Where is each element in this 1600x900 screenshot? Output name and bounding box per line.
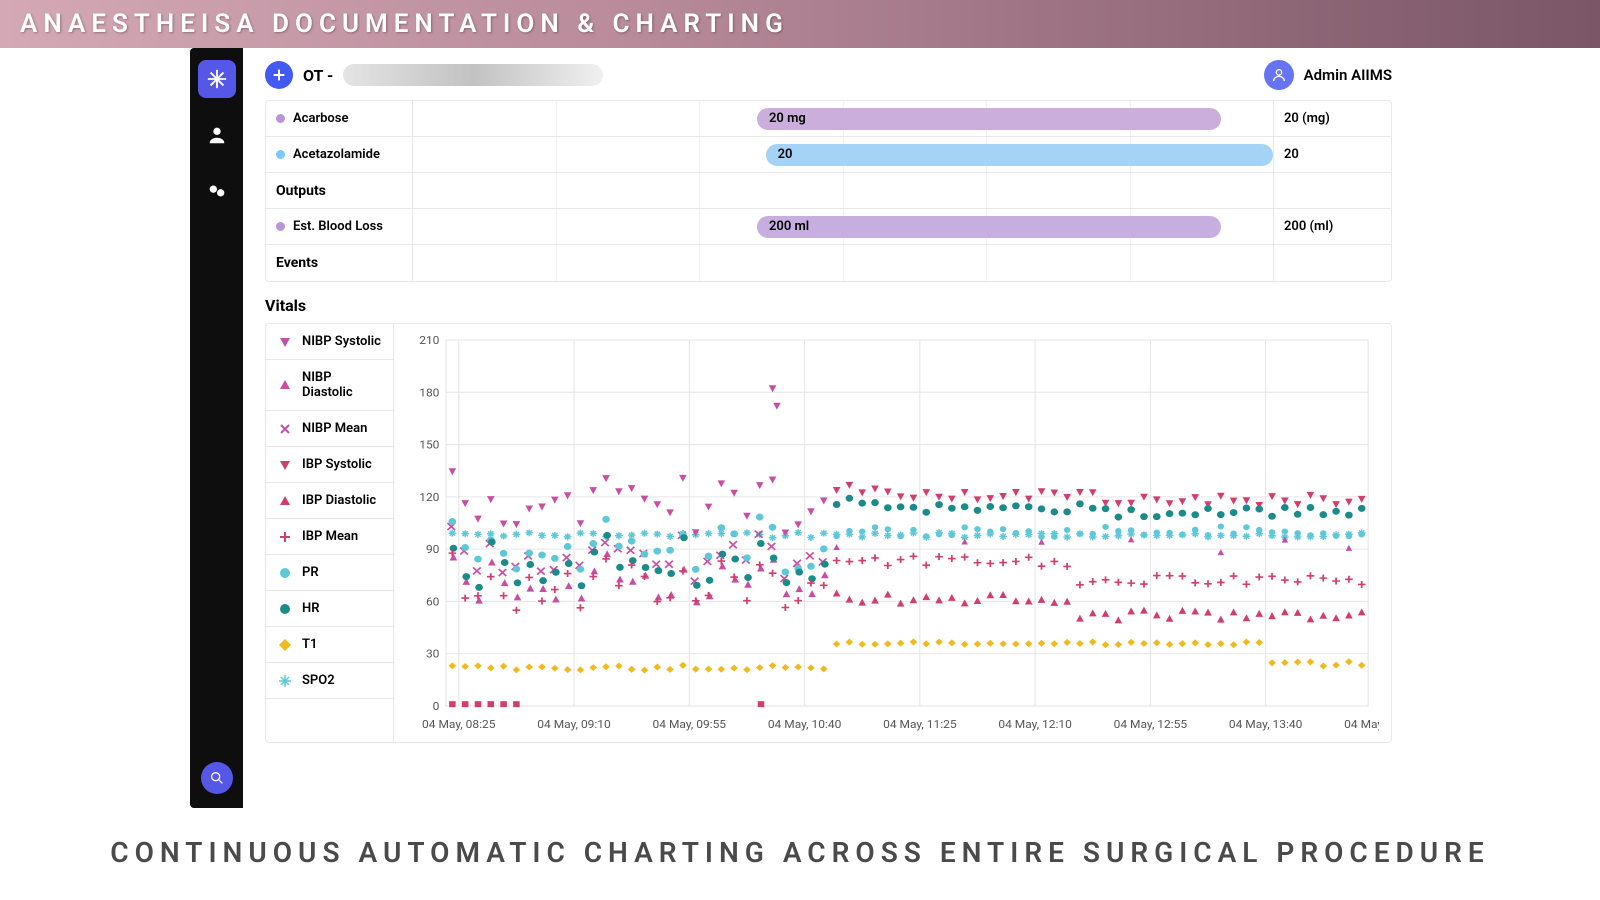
svg-text:04 May, 13:40: 04 May, 13:40 xyxy=(1229,717,1302,730)
svg-text:04 May, 14:25: 04 May, 14:25 xyxy=(1344,717,1379,730)
legend-item[interactable]: SPO2 xyxy=(266,663,393,699)
row-track: 20 mg xyxy=(413,101,1273,136)
row-value xyxy=(1273,173,1391,208)
svg-text:04 May, 12:55: 04 May, 12:55 xyxy=(1114,717,1188,730)
row-track xyxy=(413,245,1273,281)
legend-item[interactable]: HR xyxy=(266,591,393,627)
row-track: 20 xyxy=(413,137,1273,172)
legend-label: T1 xyxy=(302,637,317,652)
svg-text:0: 0 xyxy=(433,699,440,712)
svg-text:04 May, 09:55: 04 May, 09:55 xyxy=(653,717,727,730)
search-icon xyxy=(209,770,225,786)
legend-marker-icon xyxy=(278,566,292,580)
legend-label: SPO2 xyxy=(302,673,335,688)
vitals-legend: NIBP Systolic NIBP Diastolic NIBP Mean IBP … xyxy=(266,324,394,742)
row-value xyxy=(1273,245,1391,281)
row-value: 20 xyxy=(1273,137,1391,172)
med-bar[interactable]: 20 xyxy=(766,144,1273,166)
legend-marker-icon xyxy=(278,335,292,349)
table-header: Events xyxy=(266,245,1391,281)
username: Admin AIIMS xyxy=(1304,66,1392,84)
legend-marker-icon xyxy=(278,458,292,472)
patient-name-redacted xyxy=(343,64,603,86)
vitals-card: NIBP Systolic NIBP Diastolic NIBP Mean IBP … xyxy=(265,323,1392,743)
svg-text:150: 150 xyxy=(419,438,439,451)
pills-icon xyxy=(206,180,228,202)
legend-marker-icon xyxy=(278,494,292,508)
vitals-chart[interactable]: 0 30 60 90 120 150 180 210 04 May, 08:25 04 May, … xyxy=(394,324,1391,742)
table-row: Acetazolamide 2020 xyxy=(266,137,1391,173)
svg-text:04 May, 10:40: 04 May, 10:40 xyxy=(768,717,841,730)
app-window: OT - Admin AIIMS Acarbose20 mg20 (mg)Ace… xyxy=(190,48,1410,808)
legend-item[interactable]: T1 xyxy=(266,627,393,663)
legend-marker-icon xyxy=(278,530,292,544)
table-header: Outputs xyxy=(266,173,1391,209)
legend-label: HR xyxy=(302,601,319,616)
color-dot xyxy=(276,222,285,231)
row-label: Acarbose xyxy=(266,101,413,136)
legend-item[interactable]: IBP Systolic xyxy=(266,447,393,483)
row-label: Acetazolamide xyxy=(266,137,413,172)
plus-icon xyxy=(271,67,287,83)
svg-text:30: 30 xyxy=(426,647,439,660)
legend-label: NIBP Diastolic xyxy=(302,370,381,400)
legend-item[interactable]: NIBP Diastolic xyxy=(266,360,393,411)
sidebar-item-dashboard[interactable] xyxy=(198,60,236,98)
row-label: Events xyxy=(266,245,413,281)
svg-text:04 May, 08:25: 04 May, 08:25 xyxy=(422,717,496,730)
row-label: Est. Blood Loss xyxy=(266,209,413,244)
med-bar[interactable]: 20 mg xyxy=(757,108,1221,130)
svg-text:60: 60 xyxy=(426,595,439,608)
med-bar[interactable]: 200 ml xyxy=(757,216,1221,238)
legend-label: NIBP Systolic xyxy=(302,334,381,349)
user-icon xyxy=(1271,67,1287,83)
add-button[interactable] xyxy=(265,61,293,89)
sidebar-item-patient[interactable] xyxy=(198,116,236,154)
legend-marker-icon xyxy=(278,422,292,436)
table-row: Acarbose 20 mg 20 (mg) xyxy=(266,101,1391,137)
svg-text:04 May, 11:25: 04 May, 11:25 xyxy=(883,717,957,730)
legend-item[interactable]: NIBP Systolic xyxy=(266,324,393,360)
legend-item[interactable]: NIBP Mean xyxy=(266,411,393,447)
legend-label: IBP Diastolic xyxy=(302,493,376,508)
svg-text:120: 120 xyxy=(419,490,439,503)
bottom-caption: CONTINUOUS AUTOMATIC CHARTING ACROSS ENT… xyxy=(0,836,1600,869)
svg-text:210: 210 xyxy=(419,333,439,346)
topbar: OT - Admin AIIMS xyxy=(265,60,1392,90)
svg-text:04 May, 09:10: 04 May, 09:10 xyxy=(537,717,610,730)
legend-item[interactable]: IBP Diastolic xyxy=(266,483,393,519)
vitals-heading: Vitals xyxy=(265,296,1392,315)
legend-item[interactable]: PR xyxy=(266,555,393,591)
color-dot xyxy=(276,150,285,159)
legend-marker-icon xyxy=(278,602,292,616)
medication-table: Acarbose 20 mg 20 (mg) Acetazolamide 2020 Out… xyxy=(265,100,1392,282)
ot-label: OT - xyxy=(303,66,333,85)
color-dot xyxy=(276,114,285,123)
snowflake-icon xyxy=(206,68,228,90)
person-icon xyxy=(206,124,228,146)
svg-text:90: 90 xyxy=(426,543,439,556)
row-track: 200 ml xyxy=(413,209,1273,244)
legend-label: NIBP Mean xyxy=(302,421,367,436)
legend-marker-icon xyxy=(278,638,292,652)
row-label: Outputs xyxy=(266,173,413,208)
row-value: 20 (mg) xyxy=(1273,101,1391,136)
legend-label: IBP Mean xyxy=(302,529,358,544)
search-button[interactable] xyxy=(201,762,233,794)
sidebar-item-meds[interactable] xyxy=(198,172,236,210)
avatar[interactable] xyxy=(1264,60,1294,90)
legend-marker-icon xyxy=(278,674,292,688)
svg-text:180: 180 xyxy=(419,386,439,399)
legend-item[interactable]: IBP Mean xyxy=(266,519,393,555)
legend-marker-icon xyxy=(278,378,292,392)
sidebar xyxy=(190,48,243,808)
legend-label: PR xyxy=(302,565,319,580)
row-value: 200 (ml) xyxy=(1273,209,1391,244)
legend-label: IBP Systolic xyxy=(302,457,372,472)
table-row: Est. Blood Loss 200 ml 200 (ml) xyxy=(266,209,1391,245)
top-banner: ANAESTHEISA DOCUMENTATION & CHARTING xyxy=(0,0,1600,48)
banner-title: ANAESTHEISA DOCUMENTATION & CHARTING xyxy=(20,9,789,39)
row-track xyxy=(413,173,1273,208)
svg-text:04 May, 12:10: 04 May, 12:10 xyxy=(998,717,1071,730)
